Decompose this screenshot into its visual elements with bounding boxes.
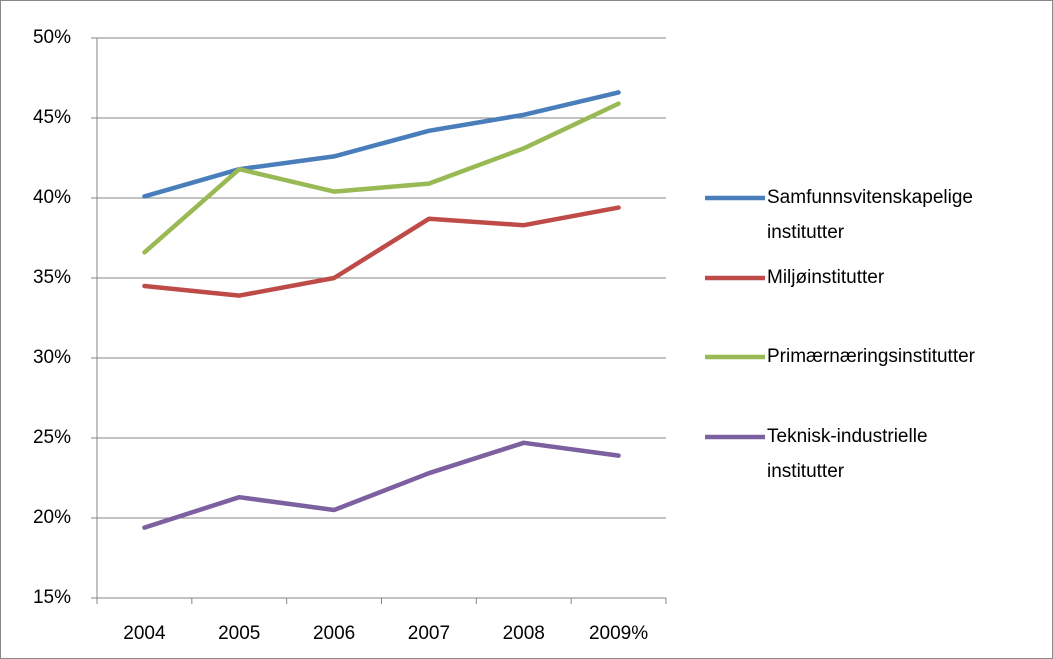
- y-tick-label: 35%: [33, 267, 71, 288]
- series-line: [142, 101, 621, 255]
- legend-label: Samfunnsvitenskapelige institutter: [767, 187, 973, 243]
- x-tick-label: 2005: [218, 623, 260, 644]
- x-tick-label: 2007: [408, 623, 450, 644]
- y-tick-label: 30%: [33, 347, 71, 368]
- series-line: [142, 440, 621, 530]
- y-tick-label: 15%: [33, 587, 71, 608]
- series-line: [142, 90, 621, 199]
- y-tick-label: 45%: [33, 107, 71, 128]
- x-tick-label: 2006: [313, 623, 355, 644]
- legend-label: Primærnæringsinstitutter: [767, 346, 976, 367]
- series-line: [142, 205, 621, 298]
- legend-label: Miljøinstitutter: [767, 267, 885, 288]
- x-tick-label: 2004: [123, 623, 166, 644]
- y-tick-label: 50%: [33, 27, 71, 48]
- x-tick-label: 2009%: [589, 623, 648, 644]
- y-tick-label: 20%: [33, 507, 71, 528]
- legend-label: Teknisk-industrielle institutter: [767, 426, 928, 482]
- y-tick-label: 25%: [33, 427, 71, 448]
- x-tick-label: 2008: [503, 623, 545, 644]
- y-tick-label: 40%: [33, 187, 71, 208]
